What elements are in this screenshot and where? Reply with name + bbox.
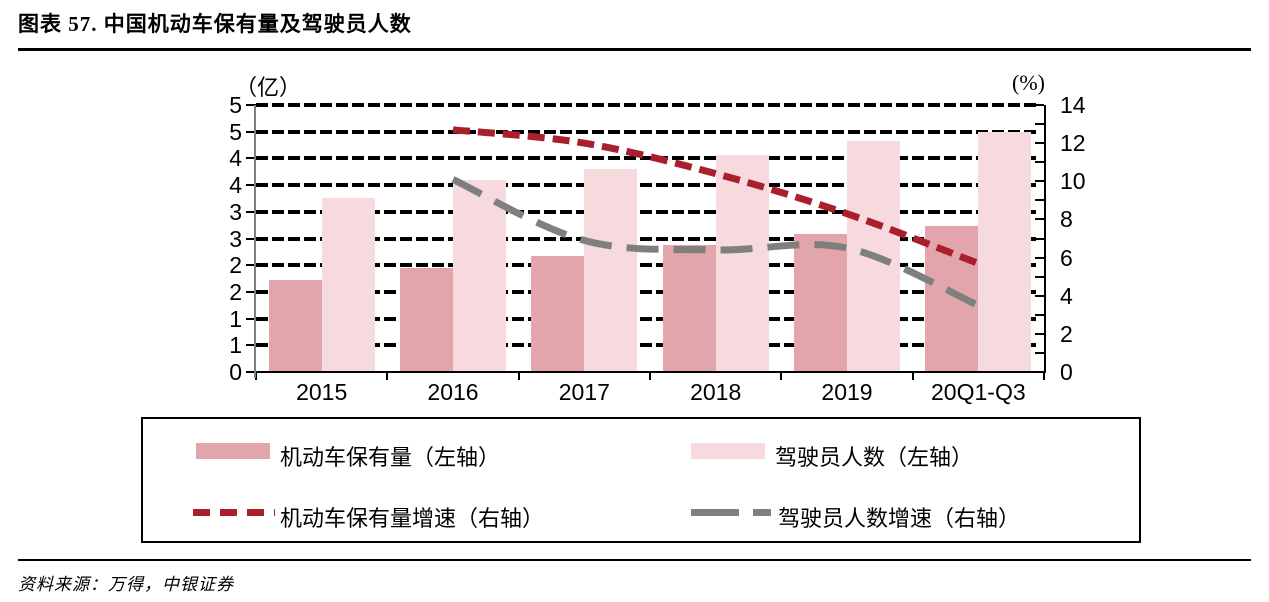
y-axis-label-left: 5 — [229, 118, 242, 145]
right-axis-unit: (%) — [1012, 70, 1045, 95]
legend-label: 机动车保有量（左轴） — [280, 445, 501, 470]
left-axis-tick — [246, 290, 256, 293]
gridline — [256, 316, 1038, 321]
bar-driver-count-2016 — [453, 179, 506, 372]
right-axis-line — [1044, 105, 1046, 372]
bar-driver-count-2019 — [847, 141, 900, 372]
legend-swatch-driver-count-bar — [691, 443, 765, 459]
right-axis-tick — [1035, 161, 1044, 164]
left-axis-tick — [246, 210, 256, 213]
x-axis-label: 2018 — [690, 379, 742, 405]
gridline — [256, 183, 1038, 188]
x-axis-tick — [1043, 372, 1045, 380]
bar-vehicle-stock-2017 — [531, 256, 585, 372]
x-axis-tick — [386, 372, 389, 380]
bar-vehicle-stock-2016 — [400, 268, 453, 372]
legend-swatch-vehicle-growth-line — [193, 509, 275, 516]
y-axis-label-right: 10 — [1060, 168, 1086, 195]
y-axis-label-right: 8 — [1060, 206, 1073, 233]
x-axis-line — [256, 371, 1046, 373]
right-axis-tick — [1035, 256, 1044, 259]
x-axis-tick — [780, 372, 783, 380]
y-axis-label-left: 5 — [229, 92, 242, 118]
figure-title: 图表 57. 中国机动车保有量及驾驶员人数 — [18, 12, 412, 36]
y-axis-label-right: 2 — [1060, 320, 1073, 347]
bar-driver-count-2018 — [715, 155, 769, 372]
gridline — [256, 343, 1038, 348]
left-axis-tick — [246, 264, 256, 267]
bar-driver-count-2017 — [584, 168, 638, 372]
x-axis-label: 2017 — [558, 379, 610, 405]
y-axis-label-right: 4 — [1060, 282, 1073, 309]
legend-swatch-driver-growth-line — [691, 509, 771, 516]
y-axis-label-right: 14 — [1060, 92, 1086, 118]
x-axis-tick — [255, 372, 257, 380]
right-axis-tick — [1035, 275, 1044, 278]
right-axis-tick — [1035, 199, 1044, 202]
y-axis-label-left: 2 — [229, 252, 242, 279]
left-axis-tick — [246, 104, 256, 106]
left-axis-tick — [246, 344, 256, 347]
bar-driver-count-20Q1-Q3 — [978, 131, 1032, 372]
y-axis-label-right: 6 — [1060, 244, 1073, 271]
y-axis-label-left: 2 — [229, 278, 242, 305]
y-axis-label-right: 0 — [1060, 359, 1073, 385]
gridline — [256, 156, 1038, 161]
left-axis-tick — [246, 130, 256, 133]
x-axis-tick — [649, 372, 651, 380]
left-axis-tick — [246, 237, 256, 240]
y-axis-label-left: 4 — [229, 145, 242, 172]
gridline — [256, 129, 1038, 134]
x-axis-label: 2015 — [296, 379, 348, 405]
gridline — [256, 103, 1038, 107]
right-axis-tick — [1035, 294, 1044, 297]
y-axis-label-left: 3 — [229, 225, 242, 252]
right-axis-tick — [1035, 180, 1044, 183]
right-axis-tick — [1035, 332, 1044, 335]
right-axis-tick — [1035, 104, 1044, 106]
x-axis-tick — [517, 372, 520, 380]
y-axis-label-left: 1 — [229, 332, 242, 359]
legend-label: 机动车保有量增速（右轴） — [280, 506, 545, 531]
bar-vehicle-stock-2015 — [268, 280, 322, 372]
title-rule — [18, 48, 1251, 51]
y-axis-label-left: 3 — [229, 198, 242, 225]
y-axis-label-left: 1 — [229, 305, 242, 332]
source-text: 资料来源：万得，中银证券 — [18, 575, 234, 594]
bar-vehicle-stock-2019 — [794, 234, 847, 372]
left-axis-line — [254, 105, 256, 378]
y-axis-label-left: 0 — [229, 359, 242, 385]
left-axis-tick — [246, 371, 256, 373]
right-axis-tick — [1035, 237, 1044, 240]
bar-driver-count-2015 — [321, 197, 375, 372]
y-axis-label-right: 12 — [1060, 130, 1086, 157]
right-axis-tick — [1035, 313, 1044, 316]
left-axis-tick — [246, 157, 256, 160]
left-axis-tick — [246, 184, 256, 187]
source-rule — [18, 559, 1251, 561]
legend-swatch-vehicle-stock-bar — [196, 443, 270, 459]
bar-vehicle-stock-2018 — [662, 244, 716, 372]
right-axis-tick — [1035, 351, 1044, 354]
legend-label: 驾驶员人数增速（右轴） — [778, 506, 1021, 531]
right-axis-tick — [1035, 142, 1044, 145]
left-axis-tick — [246, 317, 256, 320]
right-axis-tick — [1035, 123, 1044, 126]
x-axis-label: 2016 — [427, 379, 479, 405]
y-axis-label-left: 4 — [229, 172, 242, 199]
x-axis-tick — [911, 372, 914, 380]
bar-vehicle-stock-20Q1-Q3 — [925, 225, 979, 372]
x-axis-label: 20Q1-Q3 — [931, 379, 1026, 405]
right-axis-tick — [1035, 218, 1044, 221]
legend-box: 机动车保有量（左轴） 驾驶员人数（左轴） 机动车保有量增速（右轴） 驾驶员人数增… — [141, 417, 1141, 543]
x-axis-label: 2019 — [821, 379, 873, 405]
legend-label: 驾驶员人数（左轴） — [775, 445, 974, 470]
left-axis-unit: （亿） — [234, 75, 301, 100]
